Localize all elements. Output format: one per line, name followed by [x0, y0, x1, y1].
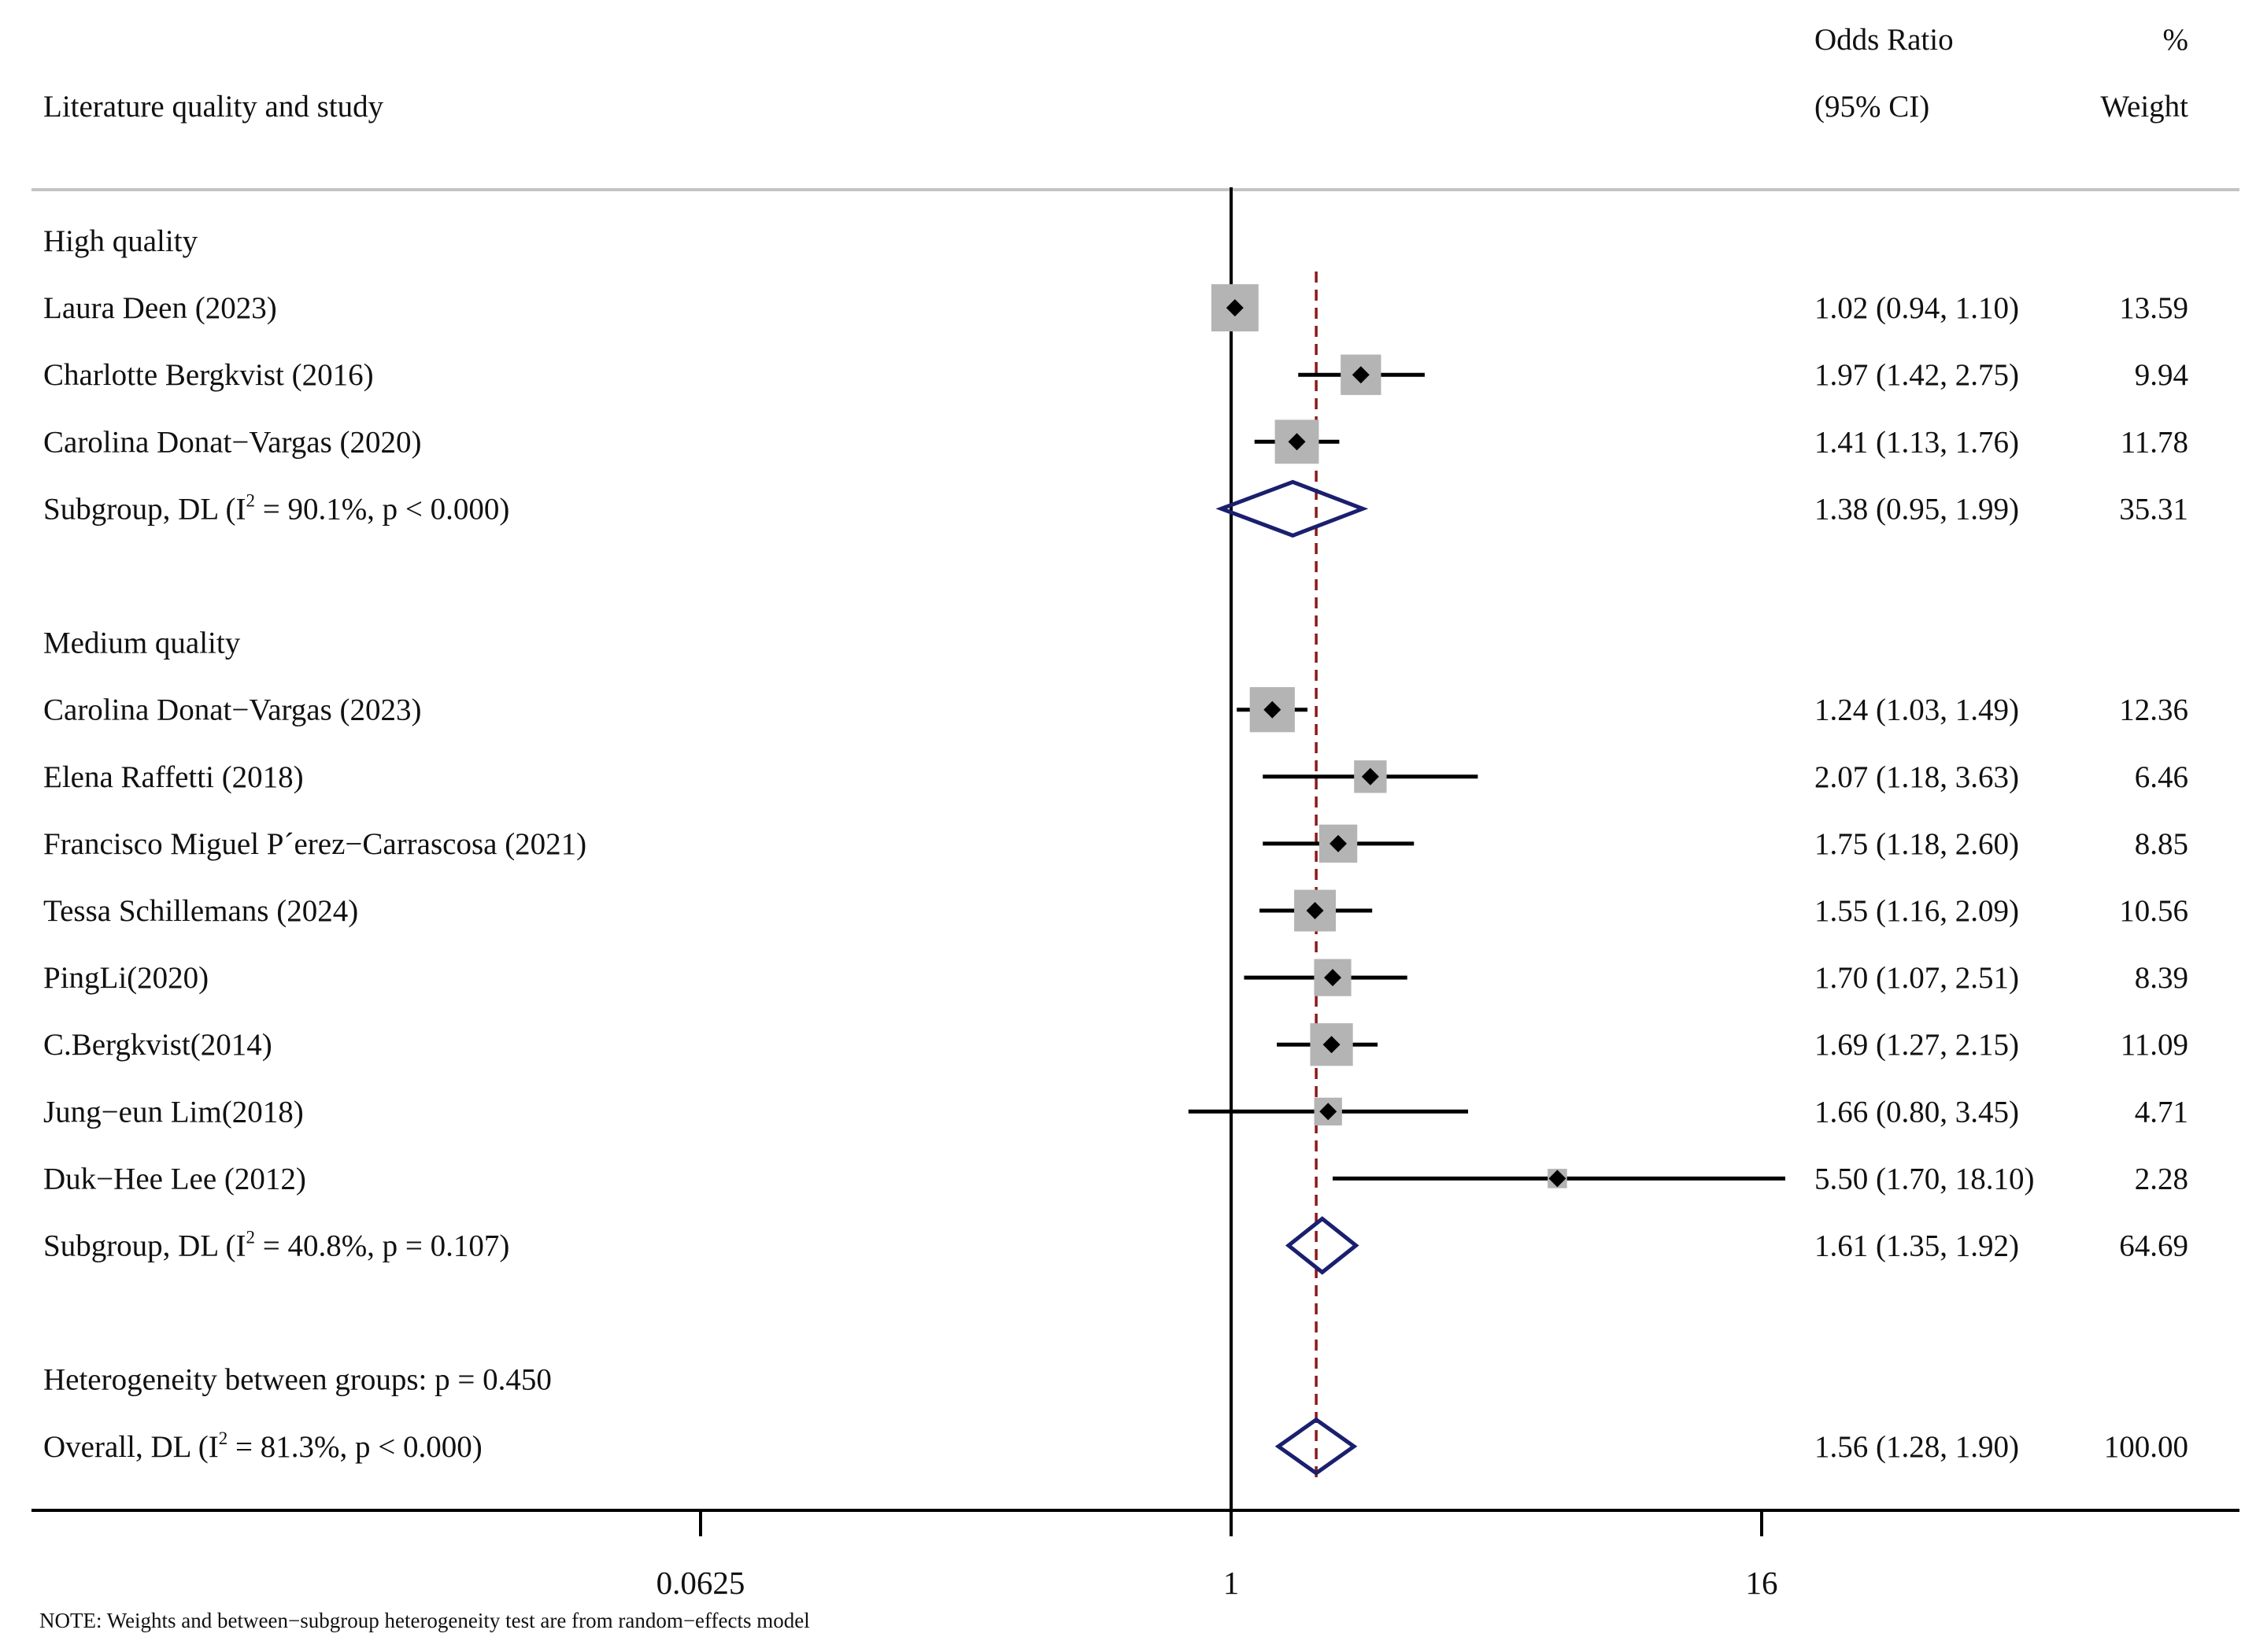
- weight-text: 64.69: [2119, 1229, 2188, 1263]
- row-study: Laura Deen (2023) 1.02 (0.94, 1.10) 13.59: [43, 284, 2188, 332]
- label-superscript: 2: [246, 1228, 255, 1247]
- weight-text: 100.00: [2104, 1430, 2188, 1464]
- x-tick-label: 0.0625: [656, 1565, 745, 1601]
- footnote: NOTE: Weights and between−subgroup heter…: [39, 1609, 810, 1632]
- label-suffix: = 40.8%, p = 0.107): [255, 1229, 509, 1263]
- x-tick-label: 1: [1223, 1565, 1240, 1601]
- ci-text: 1.97 (1.42, 2.75): [1814, 358, 2019, 392]
- point-estimate: [1548, 1170, 1566, 1188]
- heterogeneity-label: Heterogeneity between groups: p = 0.450: [43, 1363, 552, 1397]
- header-weight-line2: Weight: [2100, 90, 2188, 124]
- weight-text: 10.56: [2119, 894, 2188, 928]
- x-tick-label: 16: [1746, 1565, 1778, 1601]
- study-label: Duk−Hee Lee (2012): [43, 1162, 306, 1196]
- subgroup-diamond: [1215, 479, 1369, 538]
- point-estimate: [1322, 1036, 1341, 1054]
- study-label: Laura Deen (2023): [43, 291, 277, 325]
- overall-diamond: [1274, 1417, 1358, 1476]
- point-estimate: [1323, 969, 1341, 987]
- study-label: Elena Raffetti (2018): [43, 760, 304, 794]
- point-estimate: [1306, 902, 1324, 919]
- row-overall: Overall, DL (I2 = 81.3%, p < 0.000) 1.56 …: [43, 1417, 2188, 1476]
- row-study: Jung−eun Lim(2018) 1.66 (0.80, 3.45) 4.71: [43, 1095, 2188, 1129]
- row-study: Duk−Hee Lee (2012) 5.50 (1.70, 18.10) 2.28: [43, 1162, 2188, 1196]
- weight-text: 11.78: [2121, 425, 2188, 459]
- weight-text: 11.09: [2121, 1028, 2188, 1062]
- weight-text: 13.59: [2119, 291, 2188, 325]
- label-suffix: = 81.3%, p < 0.000): [227, 1430, 482, 1464]
- row-study: Carolina Donat−Vargas (2023) 1.24 (1.03, …: [43, 687, 2188, 733]
- row-study: PingLi(2020) 1.70 (1.07, 2.51) 8.39: [43, 959, 2188, 996]
- subgroup-label: Subgroup, DL (I2 = 90.1%, p < 0.000): [43, 490, 509, 526]
- point-estimate: [1288, 433, 1306, 451]
- ci-text: 1.56 (1.28, 1.90): [1814, 1430, 2019, 1464]
- row-study: Tessa Schillemans (2024) 1.55 (1.16, 2.09…: [43, 889, 2188, 932]
- ci-text: 1.24 (1.03, 1.49): [1814, 693, 2019, 727]
- overall-label: Overall, DL (I2 = 81.3%, p < 0.000): [43, 1428, 483, 1464]
- ci-text: 1.55 (1.16, 2.09): [1814, 894, 2019, 928]
- ci-text: 2.07 (1.18, 3.63): [1814, 760, 2019, 794]
- weight-text: 35.31: [2119, 492, 2188, 526]
- ci-text: 1.69 (1.27, 2.15): [1814, 1028, 2019, 1062]
- group-label: Medium quality: [43, 626, 241, 660]
- subgroup-diamond: [1285, 1216, 1359, 1275]
- ci-text: 1.61 (1.35, 1.92): [1814, 1229, 2019, 1263]
- study-label: C.Bergkvist(2014): [43, 1028, 272, 1062]
- weight-text: 2.28: [2135, 1162, 2188, 1196]
- x-axis-ticks: 0.0625 1 16: [656, 1510, 1778, 1601]
- subgroup-label: Subgroup, DL (I2 = 40.8%, p = 0.107): [43, 1228, 509, 1263]
- study-label: Charlotte Bergkvist (2016): [43, 358, 374, 392]
- forest-rows: High quality Laura Deen (2023) 1.02 (0.94,…: [43, 224, 2188, 1476]
- label-superscript: 2: [219, 1428, 228, 1448]
- weight-text: 8.85: [2135, 827, 2188, 861]
- row-subgroup: Subgroup, DL (I2 = 40.8%, p = 0.107) 1.61…: [43, 1216, 2188, 1275]
- row-study: Charlotte Bergkvist (2016) 1.97 (1.42, 2.…: [43, 354, 2188, 395]
- row-group: Medium quality: [43, 626, 241, 660]
- point-estimate: [1319, 1103, 1337, 1121]
- study-label: Jung−eun Lim(2018): [43, 1095, 304, 1129]
- study-label: Carolina Donat−Vargas (2023): [43, 693, 422, 727]
- label-prefix: Overall, DL (I: [43, 1430, 219, 1464]
- ci-text: 1.02 (0.94, 1.10): [1814, 291, 2019, 325]
- label-suffix: = 90.1%, p < 0.000): [255, 492, 509, 526]
- label-superscript: 2: [246, 490, 255, 510]
- study-label: Carolina Donat−Vargas (2020): [43, 425, 422, 459]
- point-estimate: [1361, 767, 1379, 785]
- group-label: High quality: [43, 224, 198, 258]
- row-study: Carolina Donat−Vargas (2020) 1.41 (1.13, …: [43, 419, 2188, 464]
- weight-text: 9.94: [2135, 358, 2188, 392]
- row-subgroup: Subgroup, DL (I2 = 90.1%, p < 0.000) 1.38…: [43, 479, 2188, 538]
- point-estimate: [1263, 700, 1281, 719]
- row-study: Elena Raffetti (2018) 2.07 (1.18, 3.63) 6.…: [43, 760, 2188, 794]
- label-prefix: Subgroup, DL (I: [43, 1229, 246, 1263]
- ci-text: 1.38 (0.95, 1.99): [1814, 492, 2019, 526]
- weight-text: 12.36: [2119, 693, 2188, 727]
- weight-text: 8.39: [2135, 961, 2188, 995]
- row-text: Heterogeneity between groups: p = 0.450: [43, 1363, 552, 1397]
- ci-text: 1.75 (1.18, 2.60): [1814, 827, 2019, 861]
- weight-text: 6.46: [2135, 760, 2188, 794]
- study-label: Francisco Miguel P´erez−Carrascosa (2021…: [43, 827, 586, 861]
- point-estimate: [1330, 834, 1348, 852]
- ci-text: 1.66 (0.80, 3.45): [1814, 1095, 2019, 1129]
- point-estimate: [1226, 299, 1244, 317]
- ci-text: 5.50 (1.70, 18.10): [1814, 1162, 2034, 1196]
- row-study: Francisco Miguel P´erez−Carrascosa (2021…: [43, 824, 2188, 863]
- header-study: Literature quality and study: [43, 90, 384, 124]
- study-label: Tessa Schillemans (2024): [43, 894, 358, 928]
- point-estimate: [1352, 366, 1370, 384]
- ci-text: 1.41 (1.13, 1.76): [1814, 425, 2019, 459]
- header-weight-line1: %: [2163, 23, 2189, 57]
- row-study: C.Bergkvist(2014) 1.69 (1.27, 2.15) 11.09: [43, 1023, 2188, 1066]
- label-prefix: Subgroup, DL (I: [43, 492, 246, 526]
- weight-text: 4.71: [2135, 1095, 2188, 1129]
- study-label: PingLi(2020): [43, 961, 209, 995]
- ci-text: 1.70 (1.07, 2.51): [1814, 961, 2019, 995]
- header-effect-line1: Odds Ratio: [1814, 23, 1954, 57]
- row-group: High quality: [43, 224, 198, 258]
- header-effect-line2: (95% CI): [1814, 90, 1929, 124]
